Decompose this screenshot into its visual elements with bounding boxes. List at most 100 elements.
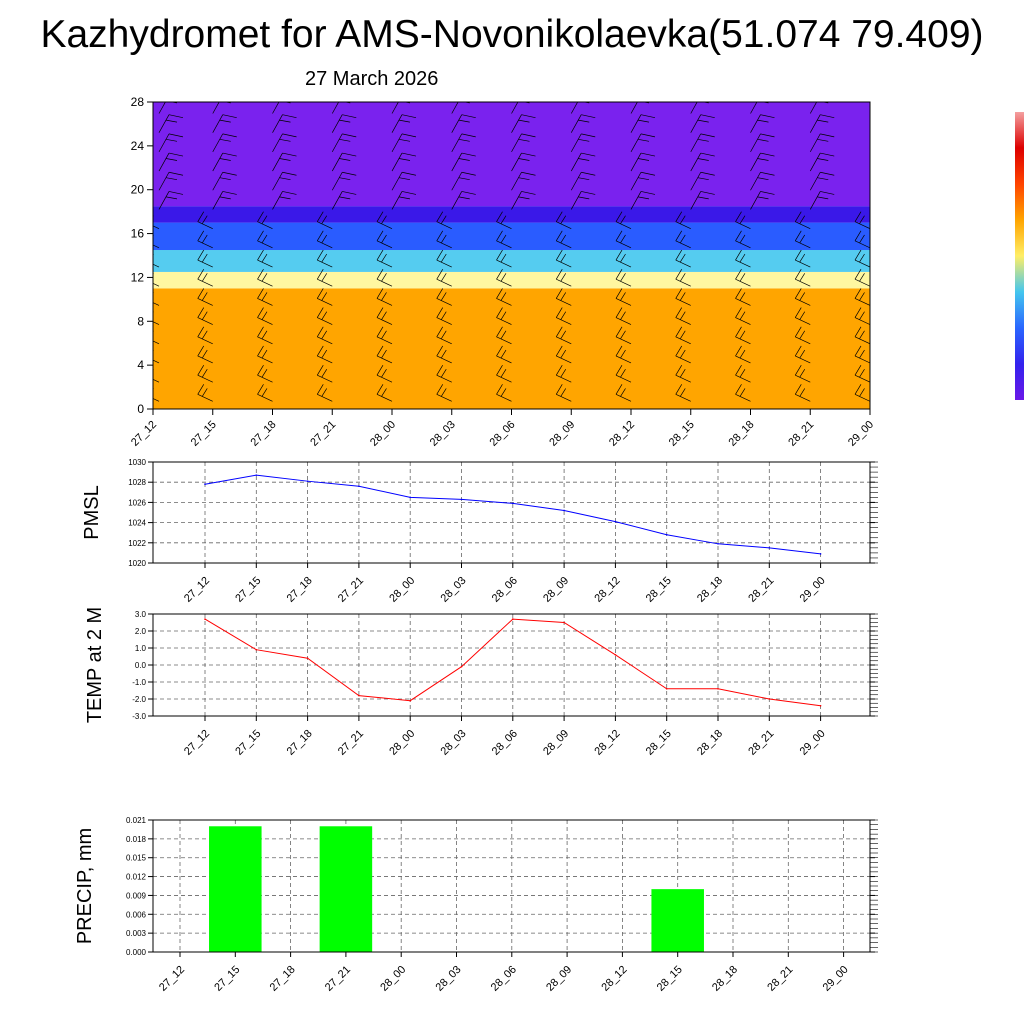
y-tick-label: 28	[131, 95, 145, 109]
wind-barb-flag	[761, 96, 775, 99]
y-axis-label: PMSL	[81, 485, 103, 539]
wind-barb-flag	[620, 369, 626, 378]
wind-barb-flag	[679, 273, 686, 282]
wind-barb-flag	[458, 158, 470, 161]
wind-barb-flag	[560, 388, 567, 397]
wind-barb-flag	[496, 326, 503, 337]
data-point	[255, 474, 258, 476]
wind-barb-flag	[521, 152, 536, 157]
wind-barb-flag	[339, 177, 351, 181]
wind-barb-flag	[521, 114, 536, 119]
wind-barb-flag	[342, 152, 357, 157]
wind-barb-flag	[555, 326, 563, 337]
wind-barb-flag	[555, 288, 563, 299]
wind-barb-flag	[637, 138, 650, 142]
wind-barb	[451, 114, 463, 133]
wind-barb-flag	[321, 330, 328, 340]
x-tick-label: 28_09	[541, 728, 571, 758]
wind-barb	[570, 152, 582, 172]
data-point	[614, 654, 617, 656]
wind-barb	[496, 298, 512, 306]
wind-barb-flag	[436, 269, 444, 280]
wind-barb	[257, 374, 273, 383]
wind-barb	[153, 225, 160, 229]
y-tick-label: 0.006	[126, 910, 147, 919]
wind-barb	[158, 133, 170, 153]
wind-barb	[436, 336, 452, 345]
wind-barb-flag	[376, 307, 384, 318]
wind-barb-flag	[261, 349, 268, 359]
wind-barb-flag	[219, 138, 231, 142]
wind-barb-flag	[518, 177, 530, 181]
wind-barb-flag	[675, 326, 683, 337]
data-point	[717, 688, 719, 690]
wind-barb	[630, 191, 642, 210]
wind-barb-flag	[739, 253, 746, 263]
wind-barb-flag	[794, 345, 802, 357]
wind-barb-flag	[555, 230, 563, 242]
wind-barb	[257, 298, 273, 306]
x-tick-label: 28_00	[387, 575, 417, 605]
wind-barb	[197, 259, 213, 268]
wind-barb-flag	[581, 96, 595, 99]
x-tick-label: 28_03	[434, 964, 464, 994]
wind-barb	[212, 133, 224, 153]
wind-barb	[675, 298, 691, 306]
wind-barb	[197, 336, 213, 345]
wind-barb	[675, 355, 691, 364]
wind-barb-flag	[219, 196, 231, 200]
y-tick-label: 0.000	[126, 948, 147, 957]
wind-barb-flag	[615, 364, 623, 376]
y-tick-label: 24	[131, 139, 145, 153]
wind-barb-flag	[440, 388, 447, 397]
wind-barb-flag	[201, 292, 208, 301]
wind-barb-flag	[376, 384, 384, 395]
wind-barb	[153, 302, 160, 306]
wind-barb-flag	[877, 120, 888, 122]
wind-barb	[630, 102, 638, 114]
wind-barb-flag	[794, 230, 802, 242]
wind-barb-flag	[675, 269, 683, 280]
wind-barb-flag	[440, 369, 447, 378]
wind-barb	[854, 355, 870, 364]
x-tick-label: 28_00	[378, 964, 408, 994]
wind-barb	[556, 278, 572, 287]
wind-barb	[795, 221, 811, 229]
wind-barb-flag	[560, 273, 567, 282]
wind-barb	[570, 133, 582, 153]
wind-barb	[317, 240, 333, 249]
wind-barb-flag	[620, 234, 626, 244]
wind-barb-flag	[436, 307, 444, 318]
wind-barb-flag	[376, 269, 384, 280]
x-tick-label: 28_12	[592, 575, 622, 605]
x-tick-label: 28_12	[607, 419, 637, 449]
wind-barb-flag	[739, 369, 746, 378]
wind-barb	[153, 263, 160, 268]
wind-barb-flag	[799, 330, 806, 340]
wind-barb	[197, 355, 213, 364]
wind-barb-flag	[820, 96, 834, 99]
wind-barb-flag	[615, 211, 623, 222]
wind-barb-flag	[381, 388, 387, 397]
wind-barb-flag	[381, 330, 387, 340]
wind-barb	[750, 133, 761, 153]
x-tick-label: 28_18	[727, 419, 757, 449]
wind-barb-flag	[261, 215, 268, 224]
wind-barb	[257, 336, 273, 345]
wind-barb	[376, 317, 393, 325]
wind-barb-flag	[496, 307, 503, 318]
wind-barb-flag	[279, 196, 291, 200]
wind-barb	[675, 374, 691, 383]
wind-barb	[257, 259, 273, 268]
wind-barb	[795, 298, 811, 306]
wind-barb-flag	[261, 273, 268, 282]
wind-barb-flag	[640, 114, 656, 119]
wind-barb-flag	[321, 253, 328, 263]
wind-barb	[869, 170, 870, 172]
wind-barb	[331, 133, 343, 153]
wind-barb-flag	[316, 345, 324, 357]
wind-barb-flag	[440, 273, 447, 282]
wind-barb-flag	[500, 311, 507, 320]
wind-barb	[317, 336, 333, 345]
wind-barb-flag	[381, 311, 387, 320]
